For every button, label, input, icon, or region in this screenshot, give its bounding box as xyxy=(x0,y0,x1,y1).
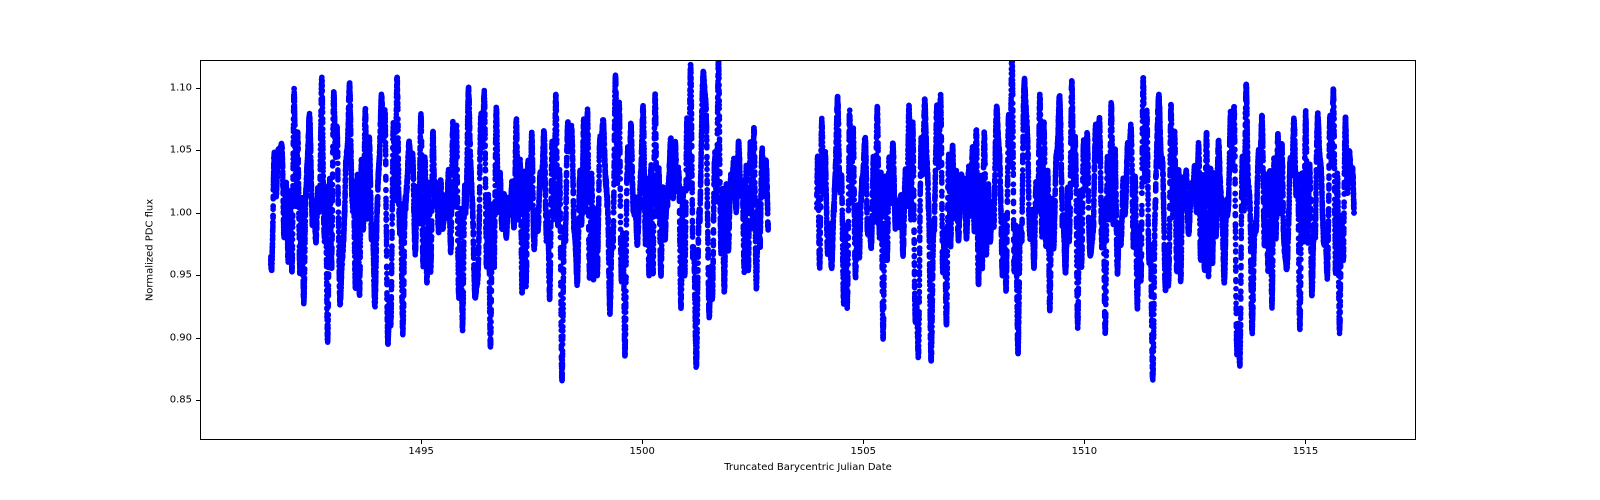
y-tick-label: 1.05 xyxy=(170,145,192,156)
x-tick-label: 1510 xyxy=(1072,446,1097,457)
y-tick-label: 0.95 xyxy=(170,270,192,281)
x-tick-mark xyxy=(863,440,864,444)
x-tick-mark xyxy=(642,440,643,444)
y-axis-label: Normalized PDC flux xyxy=(145,199,156,301)
x-tick-mark xyxy=(1084,440,1085,444)
y-tick-mark xyxy=(196,275,200,276)
y-tick-label: 0.90 xyxy=(170,332,192,343)
y-tick-label: 1.10 xyxy=(170,82,192,93)
axes xyxy=(200,60,1416,440)
y-tick-label: 0.85 xyxy=(170,395,192,406)
y-tick-mark xyxy=(196,150,200,151)
x-tick-label: 1505 xyxy=(851,446,876,457)
y-tick-label: 1.00 xyxy=(170,207,192,218)
y-tick-mark xyxy=(196,88,200,89)
figure: 1495 1500 1505 1510 1515 0.85 0.90 0.95 1.00 1.0… xyxy=(0,0,1600,500)
x-axis-label: Truncated Barycentric Julian Date xyxy=(724,462,892,473)
x-tick-label: 1515 xyxy=(1293,446,1318,457)
x-tick-mark xyxy=(421,440,422,444)
x-tick-label: 1500 xyxy=(629,446,654,457)
x-tick-mark xyxy=(1305,440,1306,444)
x-tick-label: 1495 xyxy=(408,446,433,457)
y-tick-mark xyxy=(196,338,200,339)
y-tick-mark xyxy=(196,400,200,401)
lightcurve-scatter xyxy=(200,60,1416,440)
y-tick-mark xyxy=(196,213,200,214)
